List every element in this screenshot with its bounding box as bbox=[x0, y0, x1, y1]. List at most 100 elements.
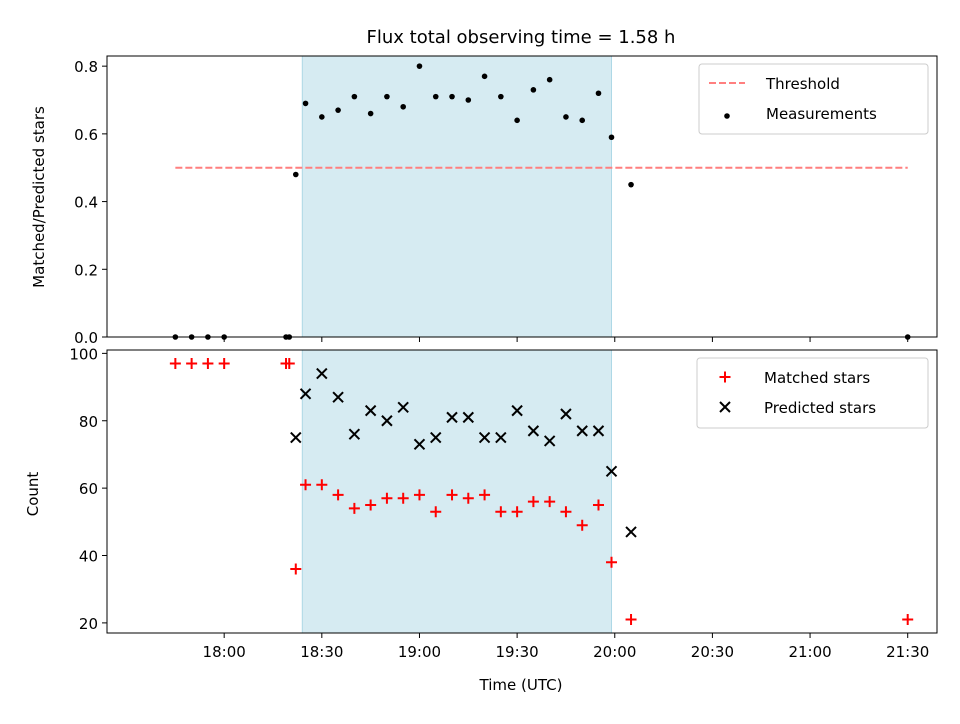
bottom-ytick-label: 20 bbox=[79, 615, 98, 633]
bottom-ylabel: Count bbox=[24, 472, 42, 517]
measurement-point bbox=[367, 110, 374, 117]
matched-star-point bbox=[592, 499, 604, 511]
matched-star-point bbox=[218, 357, 230, 369]
top-panel: 0.0 0.2 0.4 0.6 0.8 Threshold Measurements bbox=[74, 55, 938, 347]
matched-star-point bbox=[290, 563, 302, 575]
bottom-ytick-label: 80 bbox=[79, 413, 98, 431]
top-shaded-span bbox=[301, 55, 613, 338]
xtick-label: 19:00 bbox=[398, 643, 441, 661]
bottom-panel: 20 40 60 80 100 18:00 18:30 19:00 19:30 20:00 20:3… bbox=[69, 345, 938, 661]
measurement-point bbox=[432, 93, 439, 100]
predicted-star-point bbox=[511, 404, 523, 417]
bottom-ytick-label: 40 bbox=[79, 548, 98, 566]
predicted-star-point bbox=[316, 367, 328, 380]
top-ytick-label: 0.6 bbox=[74, 126, 98, 144]
legend-predicted-swatch bbox=[719, 401, 731, 413]
legend-measurement-swatch bbox=[724, 113, 730, 119]
xtick-label: 20:00 bbox=[593, 643, 636, 661]
bottom-axes-frame bbox=[106, 349, 938, 634]
predicted-star-point bbox=[495, 431, 507, 444]
x-axis-label: Time (UTC) bbox=[479, 676, 563, 694]
bottom-ytick-label: 100 bbox=[69, 345, 98, 363]
matched-star-point bbox=[169, 357, 181, 369]
matched-star-point bbox=[300, 479, 312, 491]
matched-star-point bbox=[348, 502, 360, 514]
matched-star-point bbox=[606, 556, 618, 568]
matched-star-point bbox=[479, 489, 491, 501]
predicted-star-point bbox=[625, 526, 637, 538]
top-axes-frame bbox=[106, 55, 938, 338]
top-ylabel: Matched/Predicted stars bbox=[30, 106, 48, 288]
matched-star-point bbox=[560, 506, 572, 518]
predicted-star-point bbox=[364, 404, 377, 417]
matched-star-point bbox=[202, 357, 214, 369]
legend-matched-swatch bbox=[719, 371, 731, 383]
predicted-star-point bbox=[290, 431, 302, 444]
measurement-point bbox=[351, 93, 358, 100]
measurement-point bbox=[465, 97, 472, 103]
measurement-point bbox=[530, 87, 537, 93]
chart-title: Flux total observing time = 1.58 h bbox=[367, 27, 676, 48]
legend-label: Measurements bbox=[766, 105, 877, 123]
measurement-point bbox=[319, 114, 325, 120]
predicted-star-point bbox=[543, 435, 556, 447]
top-ytick-label: 0.0 bbox=[74, 329, 98, 347]
predicted-star-point bbox=[332, 391, 344, 403]
matched-star-point bbox=[462, 492, 474, 504]
bottom-legend-box bbox=[696, 357, 929, 429]
bottom-shaded-span bbox=[301, 349, 613, 634]
measurement-point bbox=[498, 93, 504, 100]
top-legend-box bbox=[698, 63, 929, 135]
matched-star-point bbox=[397, 492, 409, 504]
predicted-star-point bbox=[348, 428, 361, 440]
predicted-star-point bbox=[560, 408, 572, 420]
measurement-point bbox=[302, 100, 309, 107]
measurement-point bbox=[628, 181, 634, 188]
predicted-star-point bbox=[576, 425, 588, 437]
measurement-point bbox=[563, 114, 569, 120]
measurement-point bbox=[481, 73, 488, 80]
predicted-star-point bbox=[381, 415, 393, 427]
xtick-label: 18:00 bbox=[203, 643, 246, 661]
predicted-star-point bbox=[527, 425, 540, 437]
predicted-star-point bbox=[413, 438, 426, 451]
matched-star-point bbox=[381, 492, 393, 504]
xtick-label: 21:00 bbox=[788, 643, 831, 661]
measurement-point bbox=[292, 171, 299, 178]
matched-star-point bbox=[316, 479, 328, 491]
top-ytick-label: 0.4 bbox=[74, 194, 98, 212]
matched-star-point bbox=[413, 489, 425, 501]
matched-star-point bbox=[495, 506, 507, 518]
measurement-point bbox=[579, 117, 586, 124]
xtick-label: 19:30 bbox=[496, 643, 539, 661]
legend-label: Matched stars bbox=[764, 369, 870, 387]
top-ytick-label: 0.8 bbox=[74, 58, 98, 76]
xtick-label: 20:30 bbox=[691, 643, 734, 661]
matched-star-point bbox=[544, 496, 556, 508]
legend-label: Predicted stars bbox=[764, 399, 876, 417]
predicted-star-point bbox=[299, 388, 312, 400]
predicted-star-point bbox=[446, 411, 458, 424]
predicted-star-point bbox=[605, 465, 618, 477]
measurement-point bbox=[608, 134, 615, 141]
predicted-star-point bbox=[462, 411, 475, 424]
predicted-star-point bbox=[430, 431, 442, 444]
top-ytick-label: 0.2 bbox=[74, 261, 98, 279]
matched-star-point bbox=[625, 614, 637, 626]
matched-star-point bbox=[902, 614, 914, 626]
bottom-ytick-label: 60 bbox=[79, 480, 98, 498]
matched-star-point bbox=[283, 357, 295, 369]
xtick-label: 21:30 bbox=[886, 643, 929, 661]
predicted-star-point bbox=[397, 401, 409, 413]
measurement-point bbox=[514, 117, 520, 124]
matched-star-point bbox=[430, 506, 442, 518]
measurement-point bbox=[546, 76, 553, 83]
matched-star-point bbox=[186, 357, 198, 369]
matched-star-point bbox=[527, 496, 539, 508]
measurement-point bbox=[400, 103, 406, 110]
measurement-point bbox=[384, 93, 390, 100]
legend-label: Threshold bbox=[765, 75, 840, 93]
measurement-point bbox=[416, 63, 423, 69]
matched-star-point bbox=[365, 499, 377, 511]
